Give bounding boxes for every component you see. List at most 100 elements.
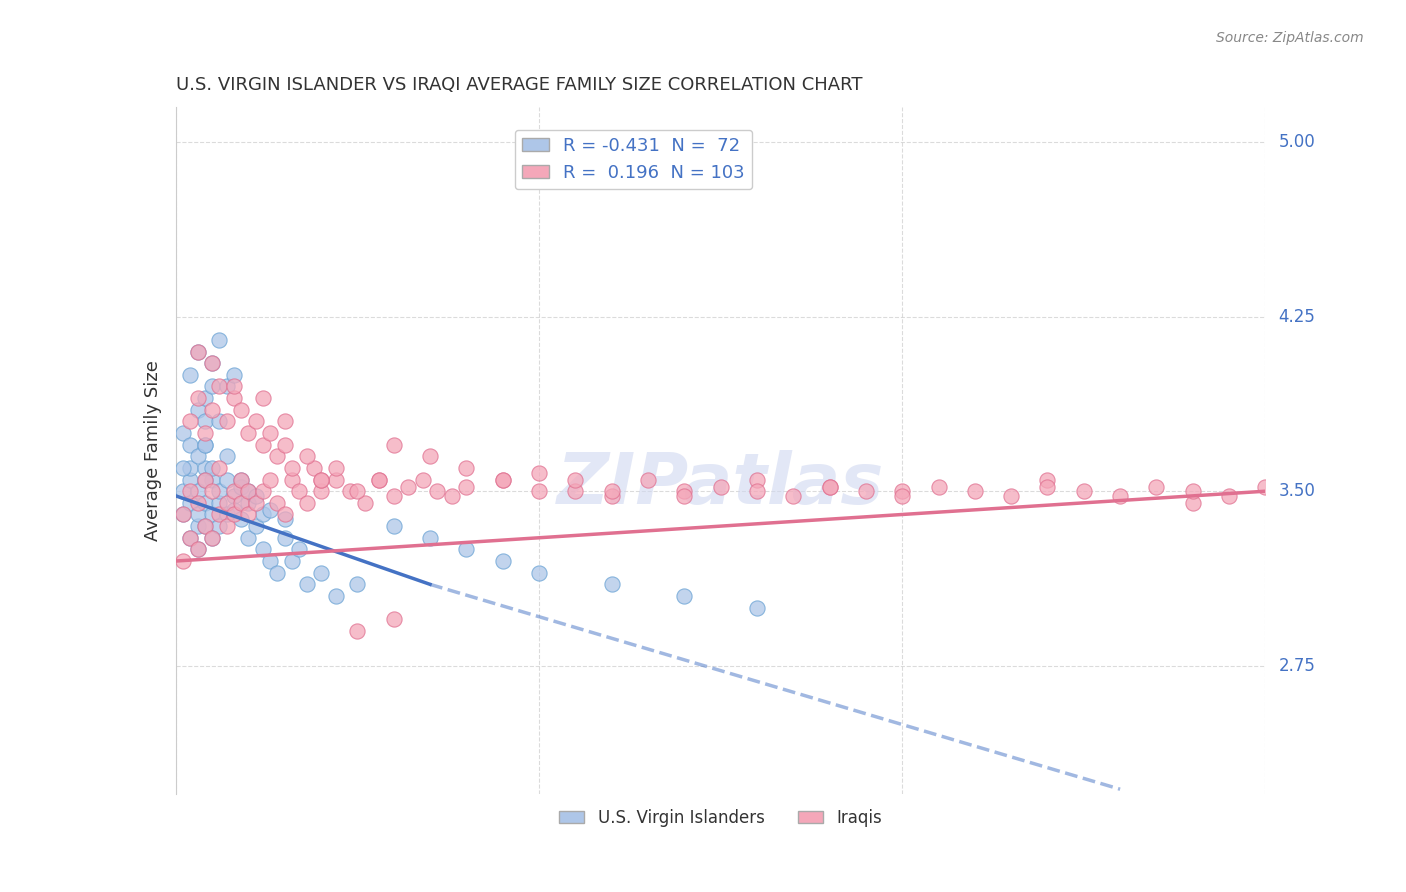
Point [201,484,224,499]
Point [1218,489,1240,503]
Point [252,542,274,557]
Point [396,479,419,493]
Point [179,496,201,510]
Point [186,496,209,510]
Point [172,554,194,568]
Text: 2.75: 2.75 [1278,657,1316,675]
Point [252,437,274,451]
Point [1254,479,1277,493]
Point [456,479,478,493]
Point [252,508,274,522]
Point [346,577,368,591]
Point [710,479,733,493]
Point [201,356,224,370]
Point [492,473,515,487]
Point [1073,484,1095,499]
Point [368,473,391,487]
Point [274,512,297,526]
Point [325,473,347,487]
Point [172,508,194,522]
Point [673,589,696,603]
Point [231,512,253,526]
Point [208,484,231,499]
Point [215,379,238,393]
Point [259,473,281,487]
Point [325,461,347,475]
Point [186,542,209,557]
Point [346,624,368,638]
Point [194,391,217,405]
Point [238,425,260,440]
Point [172,425,194,440]
Point [179,368,201,382]
Point [1109,489,1132,503]
Point [231,473,253,487]
Point [782,489,804,503]
Point [309,473,332,487]
Text: ZIPatlas: ZIPatlas [557,450,884,519]
Point [172,461,194,475]
Point [201,402,224,417]
Point [201,531,224,545]
Point [266,496,288,510]
Point [1036,473,1059,487]
Point [208,379,231,393]
Point [215,519,238,533]
Point [266,566,288,580]
Point [222,391,245,405]
Point [745,600,768,615]
Point [412,473,434,487]
Point [339,484,361,499]
Point [302,461,325,475]
Point [288,484,311,499]
Point [215,508,238,522]
Point [222,508,245,522]
Point [201,356,224,370]
Point [1181,484,1204,499]
Point [891,484,914,499]
Point [928,479,950,493]
Point [745,473,768,487]
Point [745,484,768,499]
Point [309,473,332,487]
Point [222,368,245,382]
Point [492,473,515,487]
Point [295,450,318,464]
Point [600,484,623,499]
Point [309,566,332,580]
Point [456,461,478,475]
Point [382,612,405,626]
Point [179,461,201,475]
Point [201,531,224,545]
Point [208,461,231,475]
Point [222,379,245,393]
Point [266,450,288,464]
Point [963,484,986,499]
Legend: U.S. Virgin Islanders, Iraqis: U.S. Virgin Islanders, Iraqis [553,802,889,834]
Point [281,473,304,487]
Point [1036,479,1059,493]
Point [179,484,201,499]
Point [231,402,253,417]
Point [194,496,217,510]
Point [673,489,696,503]
Point [855,484,877,499]
Point [295,577,318,591]
Point [382,489,405,503]
Point [186,344,209,359]
Point [201,461,224,475]
Point [673,484,696,499]
Point [186,508,209,522]
Point [281,461,304,475]
Point [215,450,238,464]
Point [186,519,209,533]
Point [194,437,217,451]
Point [527,566,550,580]
Point [215,473,238,487]
Point [222,489,245,503]
Point [208,414,231,428]
Point [818,479,841,493]
Point [274,508,297,522]
Point [527,484,550,499]
Point [186,484,209,499]
